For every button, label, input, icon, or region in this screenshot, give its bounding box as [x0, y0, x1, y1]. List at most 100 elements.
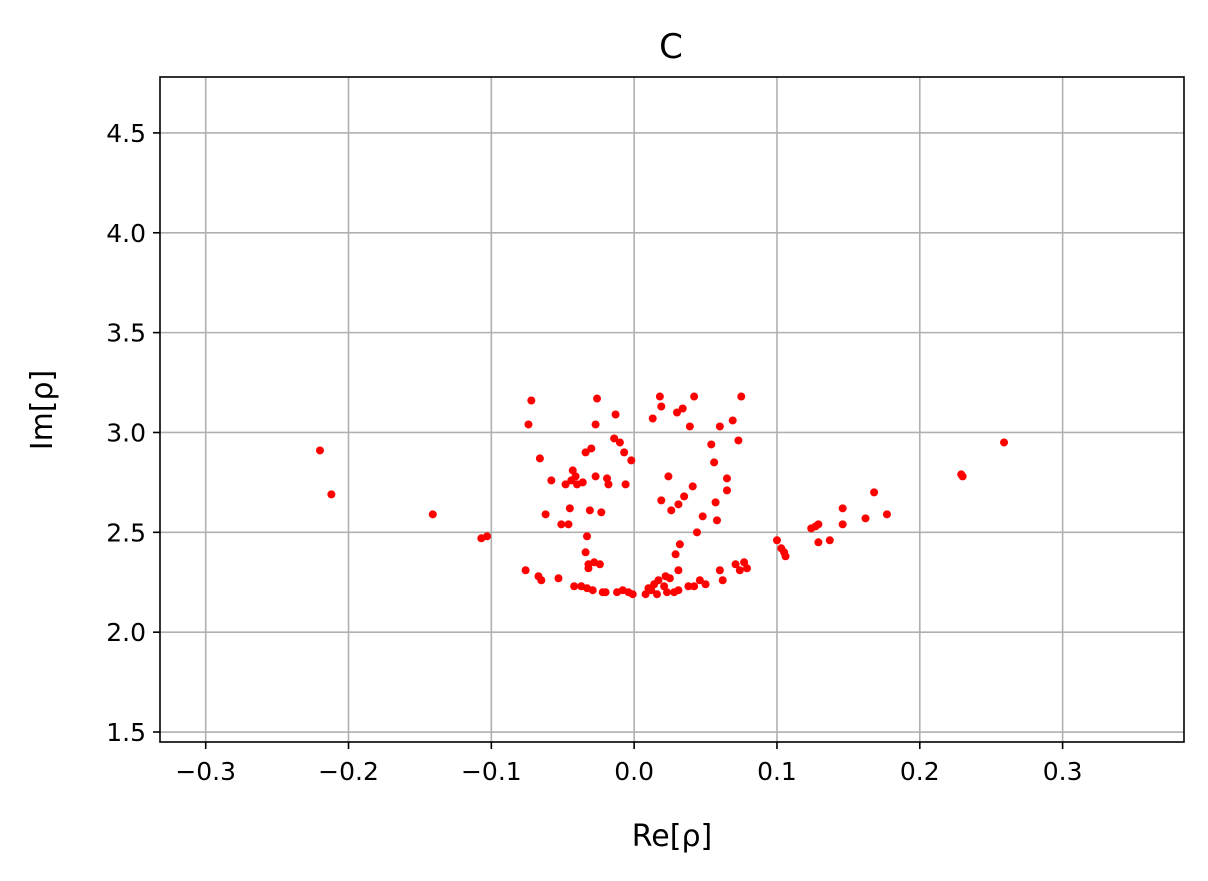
x-tick-label: 0.0 — [614, 757, 654, 786]
data-point — [698, 512, 707, 521]
data-point — [675, 540, 684, 549]
data-point — [814, 520, 823, 529]
x-tick-label: −0.1 — [461, 757, 522, 786]
x-axis: −0.3 −0.2 −0.1 0.0 0.1 0.2 0.3 — [175, 742, 1082, 786]
data-point — [588, 586, 597, 595]
data-point — [674, 566, 683, 575]
data-point — [604, 480, 613, 489]
data-point — [584, 564, 593, 573]
data-point — [564, 520, 573, 529]
data-point — [521, 566, 530, 575]
data-point — [737, 392, 746, 401]
data-point — [718, 576, 727, 585]
data-point — [595, 560, 604, 569]
data-point — [1000, 438, 1009, 447]
data-point — [627, 456, 636, 465]
y-axis-title: Im[ρ] — [25, 370, 60, 451]
y-tick-label: 1.5 — [106, 718, 146, 747]
data-point — [685, 422, 694, 431]
data-point — [315, 446, 324, 455]
data-point — [742, 564, 751, 573]
data-point — [428, 510, 437, 519]
data-point — [570, 582, 579, 591]
y-tick-label: 3.0 — [106, 418, 146, 447]
data-point — [870, 488, 879, 497]
data-point — [781, 552, 790, 561]
data-point — [648, 414, 657, 423]
data-point — [541, 510, 550, 519]
data-point — [657, 402, 666, 411]
data-point — [861, 514, 870, 523]
data-point — [578, 478, 587, 487]
data-point — [620, 448, 629, 457]
data-point — [680, 492, 689, 501]
data-point — [554, 574, 563, 583]
x-tick-label: 0.3 — [1043, 757, 1083, 786]
chart-title: C — [659, 27, 683, 67]
x-tick-label: −0.3 — [175, 757, 236, 786]
x-tick-label: −0.2 — [318, 757, 379, 786]
data-point — [735, 566, 744, 575]
data-point — [557, 520, 566, 529]
data-point — [690, 392, 699, 401]
data-point — [684, 582, 693, 591]
data-point — [655, 392, 664, 401]
data-point — [772, 536, 781, 545]
data-point — [660, 582, 669, 591]
data-point — [671, 550, 680, 559]
data-point — [715, 566, 724, 575]
data-point — [610, 434, 619, 443]
data-point — [695, 576, 704, 585]
data-point — [591, 420, 600, 429]
data-point — [581, 448, 590, 457]
data-point — [707, 440, 716, 449]
data-point — [601, 588, 610, 597]
data-point — [664, 472, 673, 481]
x-axis-title: Re[ρ] — [632, 819, 712, 854]
data-point — [524, 420, 533, 429]
data-point — [483, 532, 492, 541]
y-tick-label: 3.5 — [106, 319, 146, 348]
data-point — [712, 516, 721, 525]
data-point — [814, 538, 823, 547]
data-point — [654, 576, 663, 585]
data-point — [722, 486, 731, 495]
data-point — [722, 474, 731, 483]
data-point — [657, 496, 666, 505]
data-point — [731, 560, 740, 569]
data-point — [882, 510, 891, 519]
data-point — [561, 480, 570, 489]
data-point — [715, 422, 724, 431]
data-point — [678, 404, 687, 413]
data-point — [740, 558, 749, 567]
data-point — [665, 574, 674, 583]
y-tick-label: 4.5 — [106, 119, 146, 148]
data-point — [615, 438, 624, 447]
data-point — [603, 474, 612, 483]
data-point — [653, 590, 662, 599]
y-tick-label: 2.5 — [106, 518, 146, 547]
data-point — [581, 548, 590, 557]
data-point — [565, 504, 574, 513]
data-point — [734, 436, 743, 445]
x-tick-label: 0.2 — [900, 757, 940, 786]
grid — [160, 77, 1184, 742]
data-point — [535, 454, 544, 463]
data-point — [663, 588, 672, 597]
data-point — [628, 590, 637, 599]
data-point — [547, 476, 556, 485]
data-point — [537, 576, 546, 585]
data-point — [568, 466, 577, 475]
data-point — [674, 500, 683, 509]
data-point — [587, 444, 596, 453]
data-point — [688, 482, 697, 491]
data-point — [711, 498, 720, 507]
data-point — [674, 586, 683, 595]
data-point — [571, 472, 580, 481]
data-point — [585, 506, 594, 515]
y-tick-label: 2.0 — [106, 618, 146, 647]
data-point — [667, 506, 676, 515]
x-tick-label: 0.1 — [757, 757, 797, 786]
data-point — [621, 480, 630, 489]
